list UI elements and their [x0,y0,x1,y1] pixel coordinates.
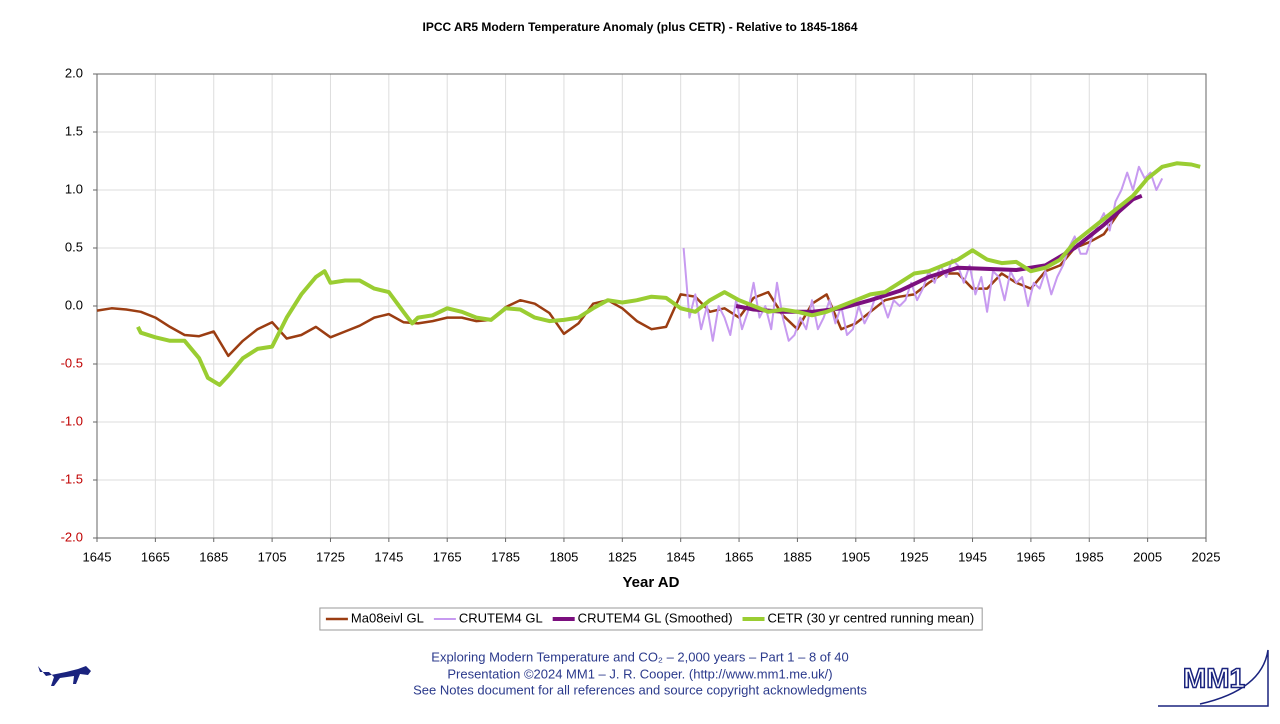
x-tick-label: 1865 [725,549,754,564]
legend-box [319,607,983,631]
y-tick-label: -2.0 [61,529,83,544]
x-tick-label: 1665 [141,549,170,564]
x-tick-label: 2025 [1192,549,1221,564]
y-tick-label: 1.0 [65,181,83,196]
x-tick-label: 1825 [608,549,637,564]
x-tick-label: 1945 [958,549,987,564]
series-line [682,165,1164,342]
x-tick-label: 1885 [783,549,812,564]
y-tick-label: 2.0 [65,65,83,80]
x-tick-label: 1645 [83,549,112,564]
footer-line: Presentation ©2024 MM1 – J. R. Cooper. (… [447,666,832,681]
y-tick-label: 1.5 [65,123,83,138]
series-line [136,161,1201,387]
logo-curve [1158,649,1269,707]
x-tick-label: 2005 [1133,549,1162,564]
x-tick-label: 1765 [433,549,462,564]
legend-label: Ma08eivl GL [351,610,424,625]
x-tick-label: 1985 [1075,549,1104,564]
series-line [96,194,1134,358]
x-tick-label: 1745 [374,549,403,564]
x-tick-label: 1685 [199,549,228,564]
x-tick-label: 1845 [666,549,695,564]
legend: Ma08eivl GL CRUTEM4 GL CRUTEM4 GL (Smoothe… [319,607,983,631]
y-tick-label: -0.5 [61,355,83,370]
x-tick-label: 1785 [491,549,520,564]
x-tick-label: 1905 [841,549,870,564]
y-tick-label: -1.0 [61,413,83,428]
legend-label: CRUTEM4 GL [459,610,543,625]
x-axis-label: Year AD [623,574,680,591]
y-tick-label: 0.0 [65,297,83,312]
x-tick-label: 1725 [316,549,345,564]
x-tick-label: 1925 [900,549,929,564]
x-tick-label: 1965 [1016,549,1045,564]
footer-line: See Notes document for all references an… [413,682,867,697]
chart-title: IPCC AR5 Modern Temperature Anomaly (plu… [423,20,858,34]
y-tick-label: 0.5 [65,239,83,254]
x-tick-label: 1705 [258,549,287,564]
footer-line: Exploring Modern Temperature and CO₂ – 2… [431,649,848,664]
legend-label: CRUTEM4 GL (Smoothed) [578,610,733,625]
legend-label: CETR (30 yr centred running mean) [768,610,975,625]
y-tick-label: -1.5 [61,471,83,486]
logo-text: MM1 [1183,662,1245,693]
x-tick-label: 1805 [549,549,578,564]
footer: Exploring Modern Temperature and CO₂ – 2… [413,649,867,697]
dog-logo [38,666,91,686]
